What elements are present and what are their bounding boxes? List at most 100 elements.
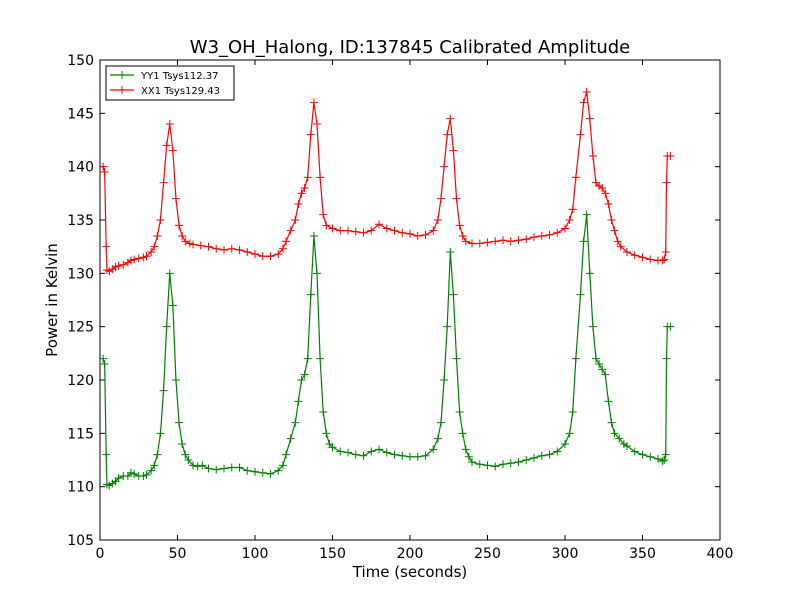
data-point-marker bbox=[100, 360, 109, 368]
data-point-marker bbox=[282, 237, 290, 246]
data-point-marker bbox=[452, 194, 461, 203]
data-point-marker bbox=[530, 453, 538, 462]
data-point-marker bbox=[666, 322, 675, 331]
data-point-marker bbox=[344, 226, 352, 235]
legend-label: XX1 Tsys129.43 bbox=[141, 86, 220, 97]
x-tick-label: 150 bbox=[319, 546, 346, 562]
data-point-marker bbox=[561, 224, 569, 233]
y-tick-label: 130 bbox=[67, 266, 94, 282]
data-point-marker bbox=[461, 445, 470, 454]
data-point-marker bbox=[449, 290, 458, 299]
data-point-marker bbox=[227, 463, 236, 472]
data-point-marker bbox=[251, 250, 259, 259]
data-point-marker bbox=[398, 228, 407, 237]
legend-label: YY1 Tsys112.37 bbox=[140, 71, 219, 82]
data-point-marker bbox=[464, 452, 473, 461]
data-point-marker bbox=[375, 445, 383, 454]
data-point-marker bbox=[159, 178, 168, 187]
y-tick-label: 105 bbox=[67, 533, 94, 549]
data-point-marker bbox=[212, 244, 221, 253]
data-point-marker bbox=[455, 408, 464, 416]
data-point-marker bbox=[243, 248, 252, 256]
data-point-marker bbox=[344, 448, 352, 457]
data-point-marker bbox=[630, 447, 639, 456]
data-point-marker bbox=[375, 220, 383, 229]
data-point-marker bbox=[319, 210, 328, 219]
data-point-marker bbox=[413, 452, 422, 461]
data-point-marker bbox=[461, 237, 470, 246]
data-point-marker bbox=[429, 226, 438, 235]
data-point-marker bbox=[181, 450, 190, 459]
data-point-marker bbox=[278, 461, 287, 470]
x-tick-label: 300 bbox=[552, 546, 579, 562]
data-point-marker bbox=[102, 450, 111, 459]
data-point-marker bbox=[291, 418, 300, 427]
data-point-marker bbox=[413, 232, 422, 240]
data-point-marker bbox=[443, 322, 452, 331]
x-tick-label: 250 bbox=[474, 546, 501, 562]
data-point-marker bbox=[437, 418, 445, 427]
data-point-marker bbox=[607, 216, 616, 224]
data-point-marker bbox=[150, 242, 159, 251]
data-point-marker bbox=[156, 216, 165, 224]
data-point-marker bbox=[316, 354, 325, 363]
data-point-marker bbox=[604, 397, 613, 406]
data-point-marker bbox=[220, 464, 228, 473]
y-tick-label: 125 bbox=[67, 320, 94, 336]
data-point-marker bbox=[251, 467, 259, 476]
data-point-marker bbox=[286, 434, 295, 443]
data-point-marker bbox=[336, 226, 345, 235]
chart-title: W3_OH_Halong, ID:137845 Calibrated Ampli… bbox=[190, 37, 630, 58]
data-point-marker bbox=[102, 242, 111, 251]
series-1 bbox=[99, 210, 675, 490]
data-point-marker bbox=[178, 440, 187, 448]
data-point-marker bbox=[660, 255, 669, 264]
data-point-marker bbox=[598, 184, 607, 192]
data-point-marker bbox=[171, 376, 180, 384]
data-point-marker bbox=[142, 252, 151, 261]
y-tick-label: 150 bbox=[67, 53, 94, 69]
data-point-marker bbox=[189, 240, 197, 249]
data-point-marker bbox=[309, 98, 318, 107]
data-point-marker bbox=[607, 418, 616, 427]
data-point-marker bbox=[220, 245, 228, 254]
data-point-marker bbox=[300, 370, 309, 379]
data-point-marker bbox=[303, 173, 312, 182]
data-point-marker bbox=[181, 237, 190, 246]
data-point-marker bbox=[274, 466, 283, 475]
data-point-marker bbox=[592, 354, 600, 363]
data-point-marker bbox=[615, 434, 624, 443]
data-point-marker bbox=[398, 451, 407, 460]
data-point-marker bbox=[576, 130, 585, 139]
data-point-marker bbox=[171, 194, 180, 203]
data-point-marker bbox=[661, 450, 670, 459]
data-point-marker bbox=[351, 450, 360, 459]
data-point-marker bbox=[468, 458, 476, 467]
data-point-marker bbox=[134, 254, 143, 263]
data-point-marker bbox=[458, 429, 467, 438]
data-point-marker bbox=[367, 226, 376, 235]
data-point-marker bbox=[114, 261, 123, 270]
data-point-marker bbox=[336, 447, 345, 456]
data-point-marker bbox=[585, 269, 594, 278]
data-point-marker bbox=[595, 360, 604, 368]
data-point-marker bbox=[638, 450, 647, 459]
data-point-marker bbox=[204, 464, 213, 473]
data-point-marker bbox=[565, 429, 574, 438]
data-point-marker bbox=[153, 450, 162, 459]
data-point-marker bbox=[646, 452, 655, 461]
series-layer bbox=[99, 88, 675, 490]
data-point-marker bbox=[660, 456, 669, 464]
data-point-marker bbox=[588, 152, 597, 160]
data-point-marker bbox=[313, 269, 321, 278]
data-point-marker bbox=[568, 408, 577, 416]
data-point-marker bbox=[189, 461, 197, 470]
data-point-marker bbox=[421, 230, 430, 239]
data-point-marker bbox=[114, 474, 123, 483]
data-point-marker bbox=[235, 245, 244, 254]
data-point-marker bbox=[153, 232, 162, 240]
data-point-marker bbox=[258, 468, 267, 477]
data-point-marker bbox=[623, 442, 631, 451]
x-tick-label: 400 bbox=[707, 546, 734, 562]
data-point-marker bbox=[475, 239, 484, 248]
